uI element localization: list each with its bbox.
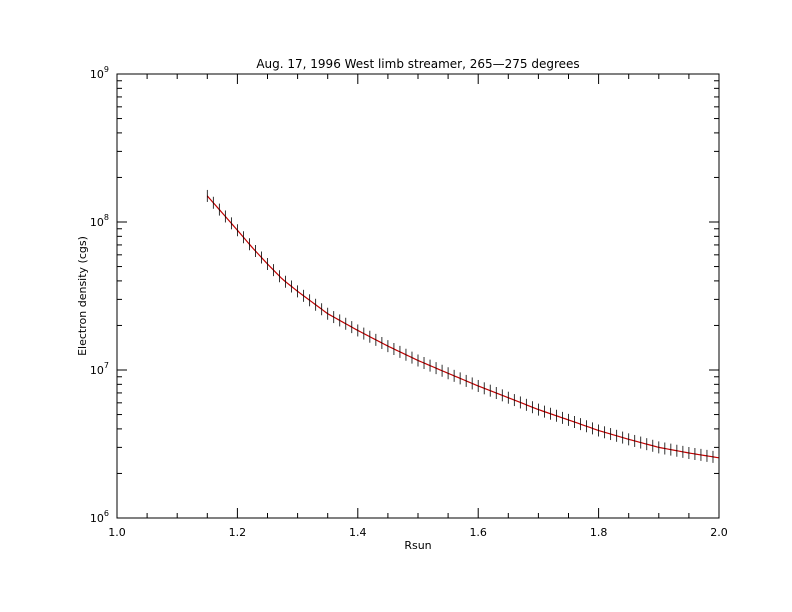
axis-ticks: 1.0 1.2 1.4 1.6 1.8 2.0 106 107 108 109 bbox=[90, 65, 728, 539]
x-tick-label: 1.4 bbox=[349, 526, 367, 539]
x-tick-label: 1.6 bbox=[469, 526, 487, 539]
fit-curve bbox=[206, 195, 720, 459]
chart-title: Aug. 17, 1996 West limb streamer, 265—27… bbox=[256, 57, 579, 71]
x-tick-label: 1.0 bbox=[108, 526, 126, 539]
x-tick-label: 1.2 bbox=[229, 526, 247, 539]
y-axis-label: Electron density (cgs) bbox=[76, 236, 89, 356]
data-marks bbox=[206, 189, 720, 464]
x-tick-label: 2.0 bbox=[710, 526, 728, 539]
y-tick-label: 106 bbox=[90, 509, 109, 525]
plot-frame bbox=[116, 73, 720, 519]
y-tick-label: 108 bbox=[90, 213, 109, 229]
x-tick-label: 1.8 bbox=[590, 526, 608, 539]
x-axis-label: Rsun bbox=[404, 539, 431, 552]
y-tick-label: 107 bbox=[90, 361, 109, 377]
y-tick-label: 109 bbox=[90, 65, 109, 81]
